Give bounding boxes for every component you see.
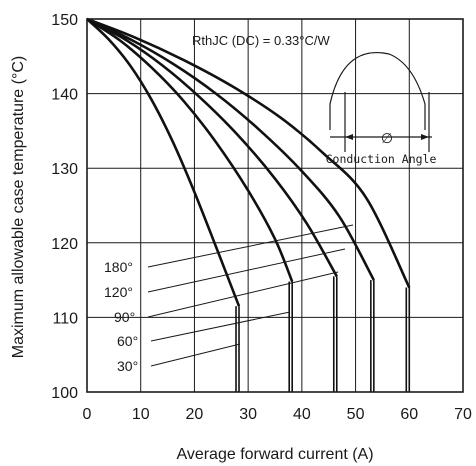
angle-labels: 180° 120° 90° 60° 30° <box>104 259 138 374</box>
phi-symbol: ∅ <box>381 130 393 146</box>
angle-leaders <box>147 224 354 367</box>
x-tick-label: 30 <box>239 406 257 423</box>
y-tick-label: 110 <box>52 310 78 327</box>
angle-label: 90° <box>114 309 135 325</box>
y-tick-label: 120 <box>51 236 78 253</box>
angle-leader <box>147 271 339 318</box>
series-curve-1 <box>86 17 294 283</box>
angle-leader <box>147 224 354 268</box>
x-tick-label: 0 <box>83 406 92 423</box>
y-tick-label: 130 <box>51 161 78 178</box>
y-tick-labels: 100 110 120 130 140 150 <box>51 12 78 402</box>
series-curve-0 <box>86 18 241 307</box>
angle-leader <box>150 343 241 367</box>
series-curve-2 <box>86 17 338 278</box>
conduction-angle-inset: ∅ Conduction Angle <box>326 51 437 166</box>
y-tick-label: 100 <box>51 385 78 402</box>
rthjc-annotation: RthJC (DC) = 0.33°C/W <box>192 33 330 48</box>
angle-label: 30° <box>117 358 138 374</box>
cutoff-lines <box>235 276 411 392</box>
x-tick-labels: 0 10 20 30 40 50 60 70 <box>83 406 472 423</box>
x-tick-label: 20 <box>186 406 204 423</box>
conduction-angle-label: Conduction Angle <box>326 152 437 166</box>
grid <box>87 19 463 392</box>
angle-label: 120° <box>104 284 133 300</box>
angle-leader <box>147 248 346 293</box>
plot-frame <box>86 18 464 393</box>
series-curve-3 <box>86 17 375 281</box>
y-axis-title: Maximum allowable case temperature (°C) <box>10 56 27 359</box>
y-tick-label: 150 <box>51 12 78 29</box>
angle-label: 180° <box>104 259 133 275</box>
x-tick-label: 50 <box>347 406 365 423</box>
x-tick-label: 60 <box>400 406 418 423</box>
x-axis-title: Average forward current (A) <box>176 446 373 463</box>
angle-label: 60° <box>117 333 138 349</box>
series-curve-4 <box>86 17 411 289</box>
angle-leader <box>150 311 291 342</box>
y-tick-label: 140 <box>51 87 78 104</box>
x-tick-label: 10 <box>132 406 150 423</box>
series-curves <box>86 17 411 307</box>
x-tick-label: 70 <box>454 406 472 423</box>
x-tick-label: 40 <box>293 406 311 423</box>
